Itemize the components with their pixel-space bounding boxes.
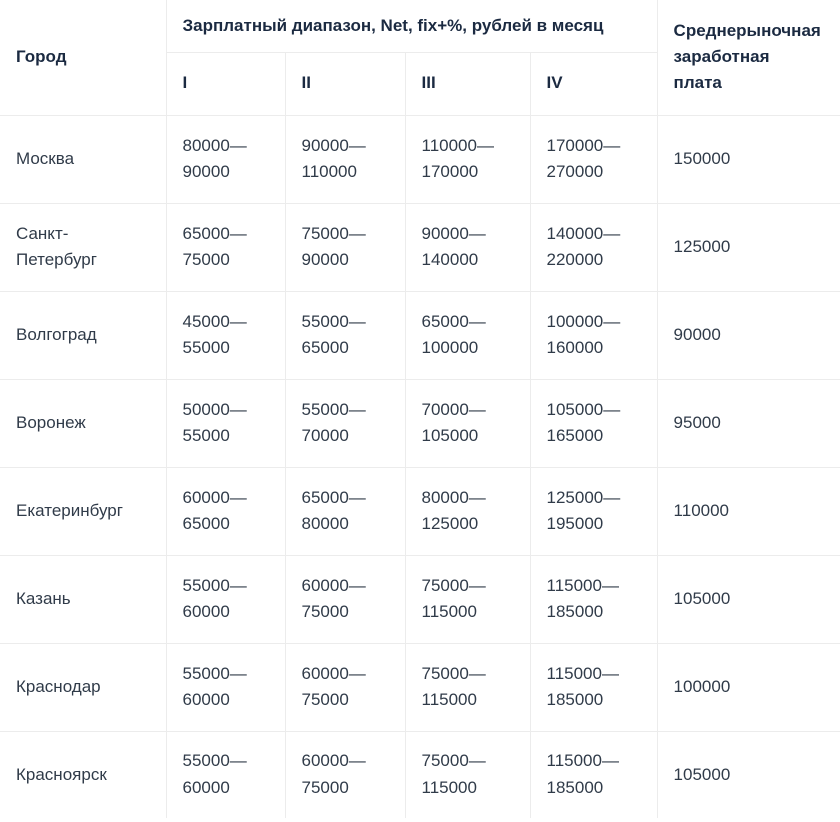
city-name: Санкт- Петербург: [0, 202, 167, 291]
range-q3: 70000— 105000: [405, 378, 531, 467]
range-q4: 100000— 160000: [530, 290, 658, 379]
range-q4: 115000— 185000: [530, 730, 658, 818]
market-average-value: 110000: [657, 466, 840, 555]
city-name: Москва: [0, 114, 167, 203]
range-q3: 90000— 140000: [405, 202, 531, 291]
market-average-value: 100000: [657, 642, 840, 731]
range-q3: 110000— 170000: [405, 114, 531, 203]
header-quartile-row: I II III IV: [0, 52, 840, 115]
range-q2: 60000— 75000: [285, 730, 406, 818]
range-q4: 125000— 195000: [530, 466, 658, 555]
table-row-kazan: Казань 55000— 60000 60000— 75000 75000— …: [0, 554, 840, 643]
range-q1: 55000— 60000: [166, 642, 286, 731]
market-average-value: 105000: [657, 554, 840, 643]
range-q3: 80000— 125000: [405, 466, 531, 555]
city-name: Красноярск: [0, 730, 167, 818]
table-row-saint-petersburg: Санкт- Петербург 65000— 75000 75000— 900…: [0, 202, 840, 291]
range-q4: 105000— 165000: [530, 378, 658, 467]
city-name: Казань: [0, 554, 167, 643]
header-group-row: Город Зарплатный диапазон, Net, fix+%, р…: [0, 0, 840, 115]
table-row-krasnodar: Краснодар 55000— 60000 60000— 75000 7500…: [0, 642, 840, 731]
range-q2: 90000— 110000: [285, 114, 406, 203]
header-quartile-2: II: [285, 52, 406, 115]
range-q2: 55000— 65000: [285, 290, 406, 379]
range-q2: 55000— 70000: [285, 378, 406, 467]
range-q2: 65000— 80000: [285, 466, 406, 555]
range-q3: 75000— 115000: [405, 554, 531, 643]
table-row-krasnoyarsk: Красноярск 55000— 60000 60000— 75000 750…: [0, 730, 840, 818]
city-name: Воронеж: [0, 378, 167, 467]
market-average-value: 150000: [657, 114, 840, 203]
city-name: Краснодар: [0, 642, 167, 731]
range-q1: 55000— 60000: [166, 554, 286, 643]
header-quartile-3: III: [405, 52, 531, 115]
table-row-volgograd: Волгоград 45000— 55000 55000— 65000 6500…: [0, 290, 840, 379]
range-q4: 170000— 270000: [530, 114, 658, 203]
range-q4: 115000— 185000: [530, 642, 658, 731]
table-row-voronezh: Воронеж 50000— 55000 55000— 70000 70000—…: [0, 378, 840, 467]
market-average-value: 90000: [657, 290, 840, 379]
range-q3: 75000— 115000: [405, 730, 531, 818]
market-average-value: 95000: [657, 378, 840, 467]
table-row-yekaterinburg: Екатеринбург 60000— 65000 65000— 80000 8…: [0, 466, 840, 555]
market-average-value: 125000: [657, 202, 840, 291]
range-q3: 75000— 115000: [405, 642, 531, 731]
range-q1: 60000— 65000: [166, 466, 286, 555]
range-q1: 50000— 55000: [166, 378, 286, 467]
range-q4: 115000— 185000: [530, 554, 658, 643]
market-average-value: 105000: [657, 730, 840, 818]
range-q2: 60000— 75000: [285, 642, 406, 731]
header-salary-range-group: Зарплатный диапазон, Net, fix+%, рублей …: [166, 0, 658, 53]
header-quartile-4: IV: [530, 52, 658, 115]
city-name: Екатеринбург: [0, 466, 167, 555]
range-q4: 140000— 220000: [530, 202, 658, 291]
range-q1: 80000— 90000: [166, 114, 286, 203]
range-q1: 55000— 60000: [166, 730, 286, 818]
header-quartile-1: I: [166, 52, 286, 115]
header-city: Город: [0, 0, 167, 115]
range-q2: 60000— 75000: [285, 554, 406, 643]
table-row-moscow: Москва 80000— 90000 90000— 110000 110000…: [0, 114, 840, 203]
header-market-average: Среднерыночная заработная плата: [673, 20, 821, 93]
range-q1: 65000— 75000: [166, 202, 286, 291]
city-name: Волгоград: [0, 290, 167, 379]
range-q3: 65000— 100000: [405, 290, 531, 379]
range-q1: 45000— 55000: [166, 290, 286, 379]
range-q2: 75000— 90000: [285, 202, 406, 291]
